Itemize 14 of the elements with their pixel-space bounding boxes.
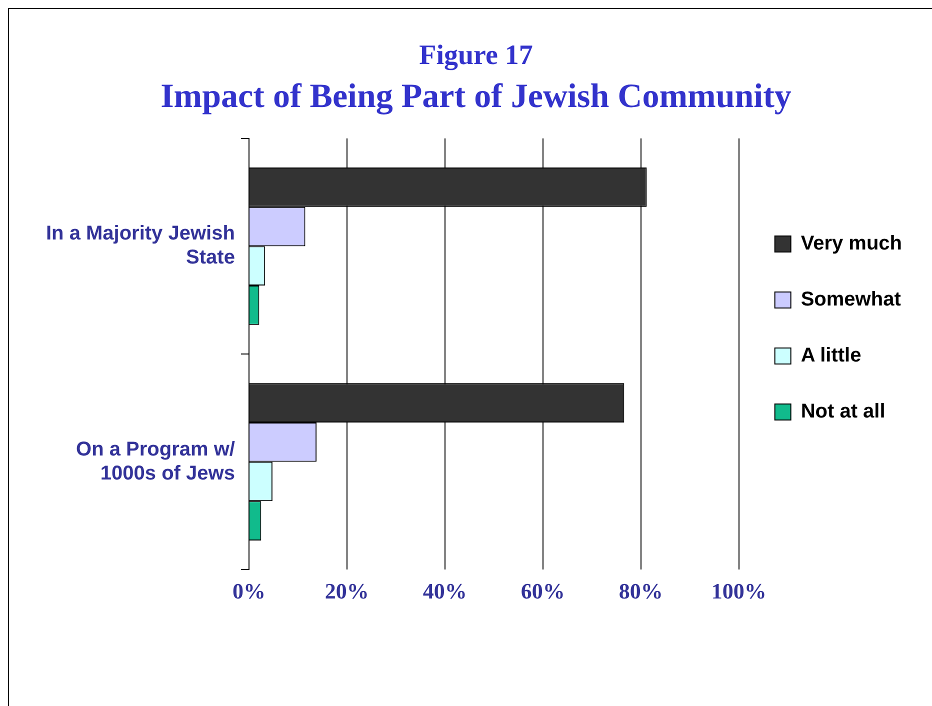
chart-title: Figure 17	[419, 40, 533, 72]
x-tick-label: 80%	[618, 578, 663, 604]
y-tick-label: On a Program w/ 1000s of Jews	[76, 438, 236, 484]
legend-label: Somewhat	[800, 288, 902, 311]
x-tick-label: 100%	[711, 578, 766, 604]
legend-label: Not at all	[800, 400, 886, 423]
x-tick-label: 0%	[232, 578, 266, 604]
x-tick-label: 20%	[324, 578, 369, 604]
y-tick-label: In a Majority Jewish State	[46, 222, 235, 269]
chart-subtitle: Impact of Being Part of Jewish Community	[160, 78, 792, 115]
legend-label: A little	[800, 344, 862, 367]
x-tick-label: 60%	[520, 578, 565, 604]
legend-label: Very much	[800, 232, 902, 255]
x-tick-label: 40%	[422, 578, 467, 604]
